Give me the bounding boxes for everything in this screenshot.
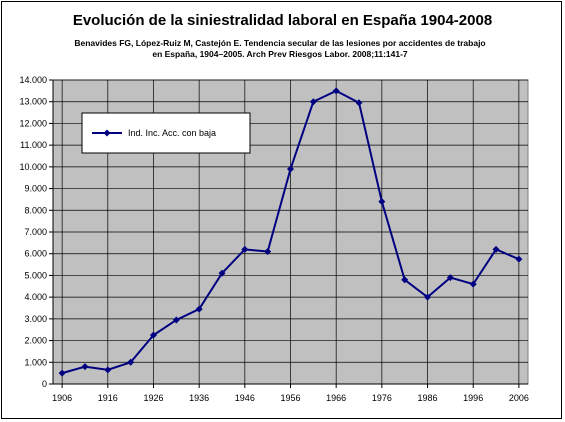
data-point bbox=[355, 99, 363, 107]
x-tick-label: 1946 bbox=[235, 393, 255, 403]
x-tick-label: 1916 bbox=[98, 393, 118, 403]
data-point bbox=[378, 198, 386, 206]
data-point bbox=[492, 245, 500, 253]
data-point bbox=[309, 98, 317, 106]
x-tick-label: 1956 bbox=[280, 393, 300, 403]
y-tick-label: 3.000 bbox=[24, 314, 47, 324]
data-point bbox=[81, 363, 89, 371]
data-point bbox=[469, 280, 477, 288]
chart-title: Evolución de la siniestralidad laboral e… bbox=[72, 12, 493, 29]
data-point bbox=[401, 276, 409, 284]
y-tick-label: 9.000 bbox=[24, 184, 47, 194]
y-tick-label: 10.000 bbox=[19, 162, 47, 172]
data-point bbox=[104, 366, 112, 374]
x-tick-label: 1996 bbox=[463, 393, 483, 403]
data-point bbox=[424, 293, 432, 301]
y-tick-label: 4.000 bbox=[24, 292, 47, 302]
y-tick-label: 5.000 bbox=[24, 270, 47, 280]
y-tick-label: 6.000 bbox=[24, 249, 47, 259]
data-point bbox=[58, 369, 66, 377]
legend-marker bbox=[103, 129, 111, 137]
y-tick-label: 12.000 bbox=[19, 118, 47, 128]
data-point bbox=[446, 274, 454, 282]
data-point bbox=[332, 87, 340, 95]
data-point bbox=[172, 316, 180, 324]
x-tick-label: 1906 bbox=[52, 393, 72, 403]
y-tick-label: 1.000 bbox=[24, 357, 47, 367]
y-tick-label: 7.000 bbox=[24, 227, 47, 237]
x-tick-label: 2006 bbox=[509, 393, 529, 403]
x-tick-label: 1966 bbox=[326, 393, 346, 403]
x-tick-label: 1976 bbox=[372, 393, 392, 403]
y-tick-label: 2.000 bbox=[24, 336, 47, 346]
subtitle-line-1: Benavides FG, López-Ruiz M, Castejón E. … bbox=[74, 38, 486, 48]
legend-label: Ind. Inc. Acc. con baja bbox=[128, 128, 216, 138]
data-point bbox=[515, 255, 523, 263]
x-tick-label: 1926 bbox=[143, 393, 163, 403]
x-tick-label: 1936 bbox=[189, 393, 209, 403]
y-tick-label: 0 bbox=[42, 379, 47, 389]
y-tick-label: 8.000 bbox=[24, 205, 47, 215]
data-point bbox=[218, 269, 226, 277]
data-point bbox=[264, 248, 272, 256]
data-point bbox=[127, 358, 135, 366]
y-tick-label: 14.000 bbox=[19, 75, 47, 85]
data-point bbox=[195, 305, 203, 313]
y-tick-label: 11.000 bbox=[20, 140, 47, 150]
data-point bbox=[149, 331, 157, 339]
x-tick-label: 1986 bbox=[418, 393, 438, 403]
subtitle-line-2: en España, 1904–2005. Arch Prev Riesgos … bbox=[152, 49, 408, 59]
data-point bbox=[241, 245, 249, 253]
chart-subtitle: Benavides FG, López-Ruiz M, Castejón E. … bbox=[30, 38, 530, 60]
data-point bbox=[287, 165, 294, 173]
y-tick-label: 13.000 bbox=[19, 97, 47, 107]
